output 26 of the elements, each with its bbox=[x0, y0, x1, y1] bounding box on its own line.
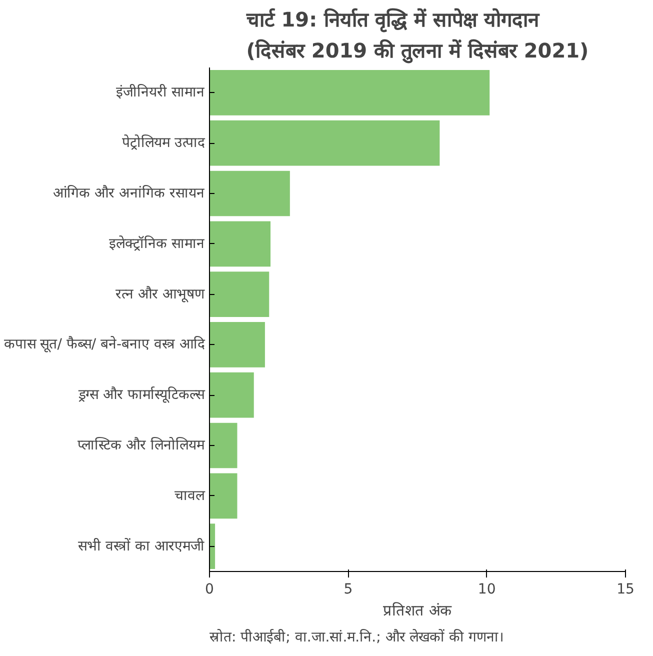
y-tick-label: प्लास्टिक और लिनोलियम bbox=[78, 436, 206, 454]
y-tick-label: सभी वस्त्रों का आरएमजी bbox=[78, 537, 205, 554]
bar bbox=[210, 372, 254, 418]
x-axis-title: प्रतिशत अंक bbox=[383, 602, 452, 620]
bar bbox=[210, 70, 490, 116]
chart-title: चार्ट 19: निर्यात वृद्धि में सापेक्ष योगदान (दिसंबर 2019 की तुलना में दिसंबर 2021) bbox=[245, 7, 589, 64]
y-tick-label: आंगिक और अनांगिक रसायन bbox=[53, 184, 205, 202]
bar bbox=[210, 120, 440, 166]
bar bbox=[210, 322, 265, 368]
y-tick-label: कपास सूत/ फैब्स/ बने-बनाए वस्त्र आदि bbox=[4, 336, 206, 353]
x-tick-label: 0 bbox=[205, 582, 214, 598]
bar bbox=[210, 422, 238, 468]
text: स्रोत: पीआईबी; वा.जा.सां.म.नि.; और लेखकों की गणना। bbox=[210, 628, 504, 646]
y-tick-label: ड्रग्स और फार्मास्यूटिकल्स bbox=[78, 386, 206, 404]
y-tick-label: रत्न और आभूषण bbox=[116, 285, 206, 302]
x-tick-label: 5 bbox=[344, 582, 353, 598]
bar bbox=[210, 473, 238, 519]
y-tick-label: इलेक्ट्रॉनिक सामान bbox=[109, 234, 205, 252]
y-tick-label: इंजीनियरी सामान bbox=[116, 84, 205, 101]
y-tick-label: पेट्रोलियम उत्पाद bbox=[122, 134, 206, 152]
y-tick-label: चावल bbox=[174, 488, 206, 504]
x-tick-label: 15 bbox=[616, 582, 634, 598]
bar bbox=[210, 272, 270, 317]
x-tick-label: 10 bbox=[478, 582, 496, 598]
bar bbox=[210, 221, 271, 267]
bar bbox=[210, 170, 290, 216]
